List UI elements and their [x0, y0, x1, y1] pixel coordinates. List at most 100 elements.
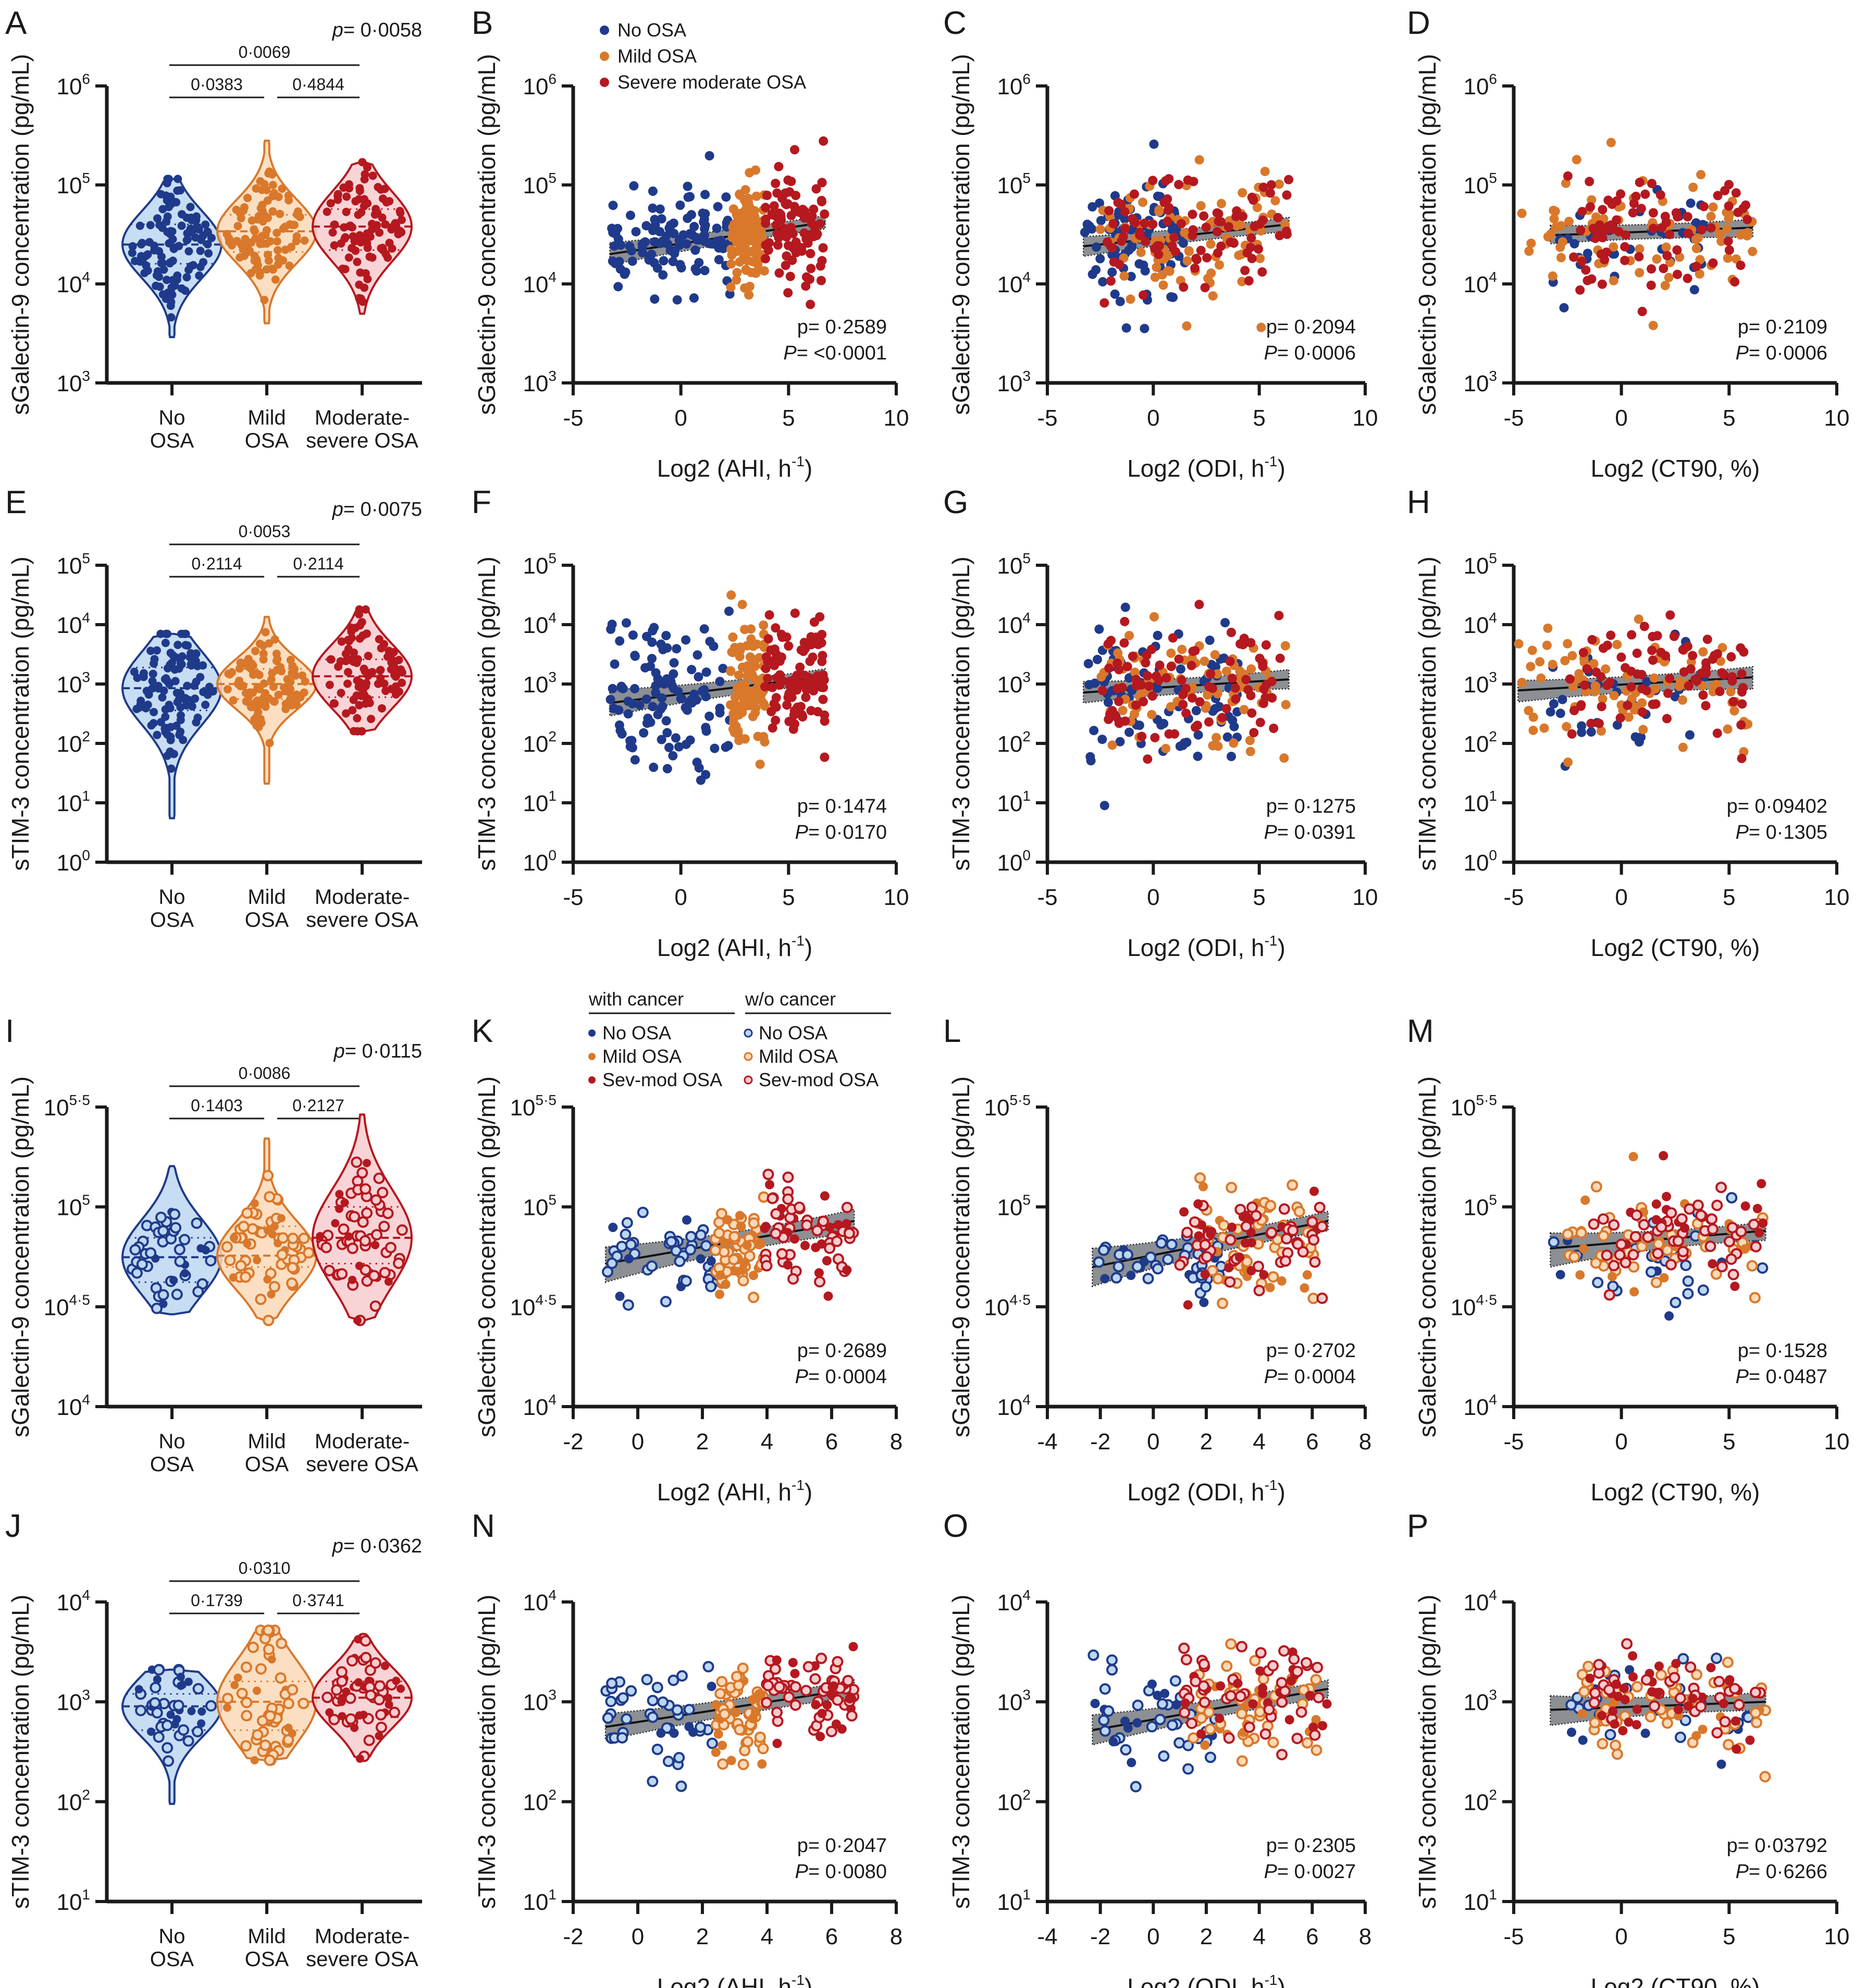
- data-point: [1614, 1249, 1626, 1261]
- data-point: [764, 238, 774, 248]
- data-point: [146, 221, 155, 230]
- data-point: [1149, 612, 1159, 622]
- data-point: [692, 757, 702, 767]
- y-axis-title: sGalectin-9 concentration (pg/mL): [7, 54, 34, 415]
- data-point: [259, 1740, 271, 1751]
- data-point: [647, 654, 657, 664]
- data-point: [774, 161, 784, 171]
- bracket-p-value: 0·0053: [239, 522, 291, 541]
- data-point: [1659, 1151, 1668, 1161]
- data-point: [709, 1245, 721, 1256]
- data-point: [265, 739, 274, 748]
- data-point: [1725, 1253, 1737, 1265]
- data-point: [1259, 684, 1269, 694]
- category-label: OSA: [245, 1453, 289, 1476]
- data-point: [842, 1219, 851, 1228]
- data-point: [1562, 722, 1572, 731]
- data-point: [737, 1758, 749, 1770]
- data-point: [1588, 1218, 1600, 1230]
- data-point: [167, 764, 176, 773]
- data-point: [605, 694, 615, 704]
- data-point: [1665, 674, 1675, 684]
- x-tick-label: 10: [884, 885, 909, 910]
- data-point: [751, 165, 760, 175]
- y-tick-label: 102: [523, 728, 557, 757]
- data-point: [1193, 1199, 1203, 1209]
- data-point: [1712, 728, 1722, 738]
- data-point: [270, 635, 279, 644]
- data-point: [1616, 652, 1626, 662]
- data-point: [1267, 1271, 1279, 1283]
- data-point: [1253, 1285, 1265, 1297]
- data-point: [1646, 280, 1656, 290]
- data-point: [1619, 1257, 1631, 1269]
- data-point: [130, 667, 139, 676]
- data-point: [832, 1694, 844, 1706]
- data-point: [1598, 694, 1608, 704]
- data-point: [176, 727, 185, 736]
- data-point: [661, 716, 671, 726]
- data-point: [1194, 1231, 1204, 1241]
- data-point: [1730, 277, 1740, 287]
- data-point: [1120, 207, 1130, 217]
- data-point: [1670, 1297, 1681, 1309]
- data-point: [1715, 1182, 1727, 1194]
- p-value: P= 0·0487: [1736, 1366, 1827, 1388]
- data-point: [1225, 656, 1235, 666]
- data-point: [1184, 246, 1194, 256]
- data-point: [631, 227, 641, 237]
- data-point: [705, 1281, 717, 1293]
- data-point: [348, 1275, 357, 1284]
- data-point: [1574, 669, 1584, 679]
- data-point: [268, 1281, 280, 1293]
- data-point: [1698, 1724, 1708, 1734]
- data-point: [806, 706, 816, 716]
- y-axis-title: sGalectin-9 concentration (pg/mL): [473, 54, 500, 415]
- data-point: [255, 685, 264, 693]
- data-point: [1665, 1207, 1677, 1219]
- data-point: [381, 250, 390, 258]
- data-point: [1258, 662, 1268, 671]
- data-point: [255, 1294, 267, 1306]
- data-point: [1730, 1282, 1740, 1291]
- x-tick-label: -5: [563, 885, 583, 910]
- data-point: [176, 658, 185, 667]
- data-point: [1089, 726, 1099, 736]
- data-point: [1108, 219, 1118, 229]
- data-point: [761, 1697, 773, 1709]
- data-point: [1126, 1271, 1136, 1281]
- data-point: [1156, 1698, 1168, 1710]
- data-point: [832, 1656, 844, 1668]
- data-point: [361, 235, 369, 244]
- data-point: [744, 290, 754, 300]
- x-tick-label: 5: [1723, 885, 1735, 910]
- y-tick-label: 104: [56, 1391, 90, 1420]
- data-point: [1120, 617, 1130, 627]
- x-tick-label: 5: [1723, 1924, 1735, 1949]
- data-point: [1247, 708, 1257, 718]
- y-axis-title: sTIM-3 concentration (pg/mL): [473, 556, 500, 871]
- data-point: [1563, 171, 1573, 181]
- data-point: [809, 617, 819, 627]
- data-point: [1292, 1238, 1304, 1250]
- data-point: [379, 1266, 391, 1278]
- data-point: [1110, 1272, 1122, 1284]
- data-point: [701, 692, 711, 702]
- data-point: [1261, 640, 1271, 650]
- data-point: [1175, 741, 1185, 751]
- data-point: [699, 215, 709, 224]
- data-point: [174, 1256, 186, 1268]
- data-point: [1122, 662, 1132, 672]
- data-point: [162, 629, 170, 638]
- data-point: [1591, 667, 1601, 677]
- data-point: [1118, 705, 1128, 715]
- data-point: [387, 665, 395, 674]
- data-point: [177, 221, 186, 230]
- data-point: [263, 1314, 275, 1326]
- data-point: [1635, 268, 1645, 278]
- data-point: [1576, 225, 1586, 235]
- data-point: [1627, 1249, 1639, 1261]
- data-point: [1107, 740, 1117, 750]
- data-point: [1229, 722, 1239, 731]
- data-point: [375, 1732, 384, 1740]
